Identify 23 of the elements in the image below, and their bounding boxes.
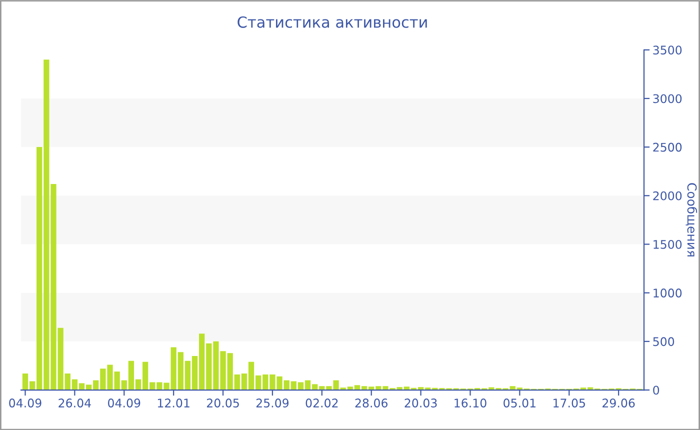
x-tick-label: 26.04 — [58, 398, 91, 408]
x-tick-label: 17.05 — [554, 398, 585, 408]
x-tick-label: 05.01 — [504, 398, 536, 408]
y-tick-label: 1500 — [654, 240, 682, 249]
y-tick-label: 3500 — [653, 46, 682, 55]
x-tick-label: 16.10 — [454, 398, 486, 408]
x-tick-label: 02.02 — [306, 398, 338, 408]
x-tick-label: 04.09 — [108, 398, 140, 408]
x-tick-label: 20.05 — [206, 398, 239, 408]
y-tick-label: 2000 — [653, 191, 682, 200]
y-tick-label: 2500 — [653, 142, 682, 152]
x-tick-label: 12.01 — [158, 398, 190, 408]
y-tick-label: 500 — [653, 337, 674, 346]
x-tick-label: 29.06 — [602, 398, 635, 408]
y-tick-label: 0 — [653, 386, 660, 395]
chart-title: Статистика активности — [238, 16, 427, 28]
x-tick-label: 25.09 — [256, 398, 289, 408]
x-tick-label: 20.03 — [404, 398, 437, 408]
x-tick-label: 28.06 — [355, 398, 388, 408]
y-tick-label: 1000 — [654, 288, 682, 298]
x-tick-label: 04.09 — [9, 398, 42, 408]
y-tick-label: 3000 — [653, 94, 682, 104]
y-axis-title: Сообщения — [686, 183, 698, 256]
